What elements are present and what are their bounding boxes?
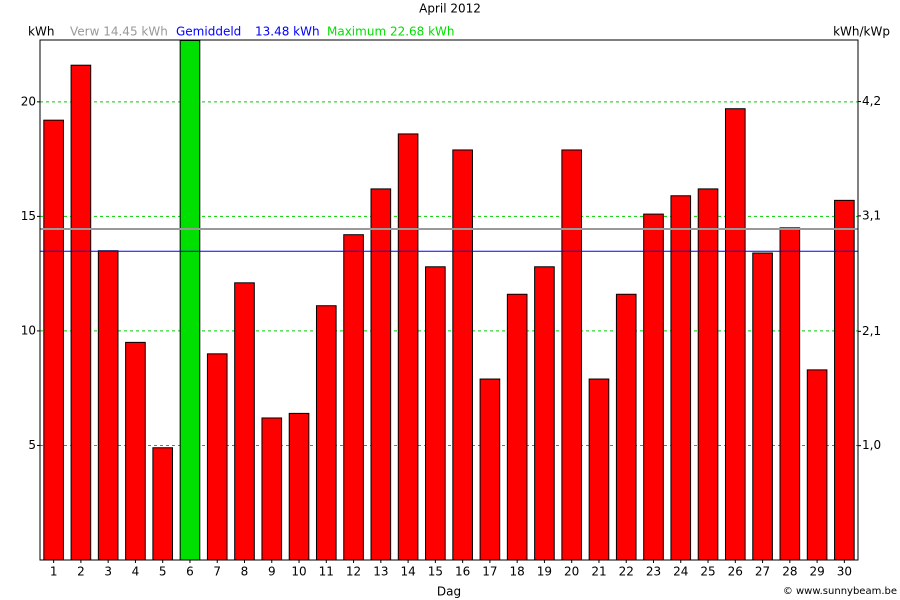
bar: [97, 250, 119, 561]
bar: [670, 195, 692, 561]
y2-tick-label: 4,2: [862, 94, 881, 108]
bar: [179, 39, 201, 561]
average-label: Gemiddeld: [176, 25, 241, 39]
credit: © www.sunnybeam.be: [783, 586, 897, 597]
x-tick-label: 28: [782, 565, 797, 579]
x-tick-label: 20: [564, 565, 579, 579]
x-tick-label: 24: [673, 565, 688, 579]
x-tick-label: 25: [700, 565, 715, 579]
bar: [588, 378, 610, 561]
bar: [506, 293, 528, 561]
bar: [343, 234, 364, 561]
x-tick-label: 23: [646, 565, 661, 579]
y-tick-label: 20: [21, 94, 36, 108]
x-tick-label: 10: [291, 565, 306, 579]
y-tick-label: 15: [21, 209, 36, 223]
y-axis-label: kWh: [28, 25, 54, 39]
x-tick-label: 26: [728, 565, 743, 579]
bar: [643, 213, 664, 561]
bar: [397, 133, 419, 561]
x-tick-label: 17: [482, 565, 497, 579]
bar: [70, 64, 92, 561]
bar: [206, 353, 228, 561]
bar: [697, 188, 719, 561]
bar: [261, 417, 283, 561]
bar: [779, 227, 801, 561]
x-tick-label: 19: [537, 565, 552, 579]
bar: [479, 378, 501, 561]
x-tick-label: 18: [510, 565, 525, 579]
bar: [125, 341, 146, 561]
y2-tick-label: 1,0: [862, 438, 881, 452]
bar: [834, 199, 855, 561]
x-tick-label: 12: [346, 565, 361, 579]
expected-label: Verw 14.45 kWh: [70, 25, 168, 39]
x-axis-label: Dag: [437, 585, 461, 599]
bar: [234, 282, 255, 561]
bar: [561, 149, 583, 561]
x-tick-label: 16: [455, 565, 470, 579]
y2-axis-label: kWh/kWp: [833, 25, 890, 39]
chart-title: April 2012: [419, 2, 481, 16]
x-tick-label: 13: [373, 565, 388, 579]
x-tick-label: 4: [132, 565, 140, 579]
bar: [724, 108, 746, 561]
x-tick-label: 1: [50, 565, 58, 579]
y-tick-label: 5: [28, 438, 36, 452]
bar: [315, 305, 337, 561]
plot-border: [39, 39, 859, 561]
x-tick-label: 11: [319, 565, 334, 579]
bar: [288, 412, 310, 561]
x-tick-label: 21: [591, 565, 606, 579]
x-tick-label: 14: [400, 565, 415, 579]
x-tick-label: 6: [186, 565, 194, 579]
bar: [806, 369, 828, 561]
x-tick-label: 7: [213, 565, 221, 579]
bar: [452, 149, 473, 561]
x-tick-label: 5: [159, 565, 167, 579]
y-tick-label: 10: [21, 323, 36, 337]
x-tick-label: 30: [837, 565, 852, 579]
bar: [752, 252, 773, 561]
bar: [615, 293, 637, 561]
x-tick-label: 29: [809, 565, 824, 579]
bar: [370, 188, 392, 561]
x-tick-label: 15: [428, 565, 443, 579]
bar: [43, 119, 64, 561]
x-tick-label: 8: [241, 565, 249, 579]
bar: [152, 447, 174, 561]
bar: [425, 266, 446, 561]
bar: [534, 266, 555, 561]
y2-tick-label: 3,1: [862, 208, 881, 222]
x-tick-label: 9: [268, 565, 276, 579]
y2-tick-label: 2,1: [862, 324, 881, 338]
maximum-label: Maximum 22.68 kWh: [327, 25, 455, 39]
average-value: 13.48 kWh: [255, 25, 320, 39]
x-tick-label: 22: [619, 565, 634, 579]
x-tick-label: 3: [104, 565, 112, 579]
x-tick-label: 2: [77, 565, 85, 579]
x-tick-label: 27: [755, 565, 770, 579]
